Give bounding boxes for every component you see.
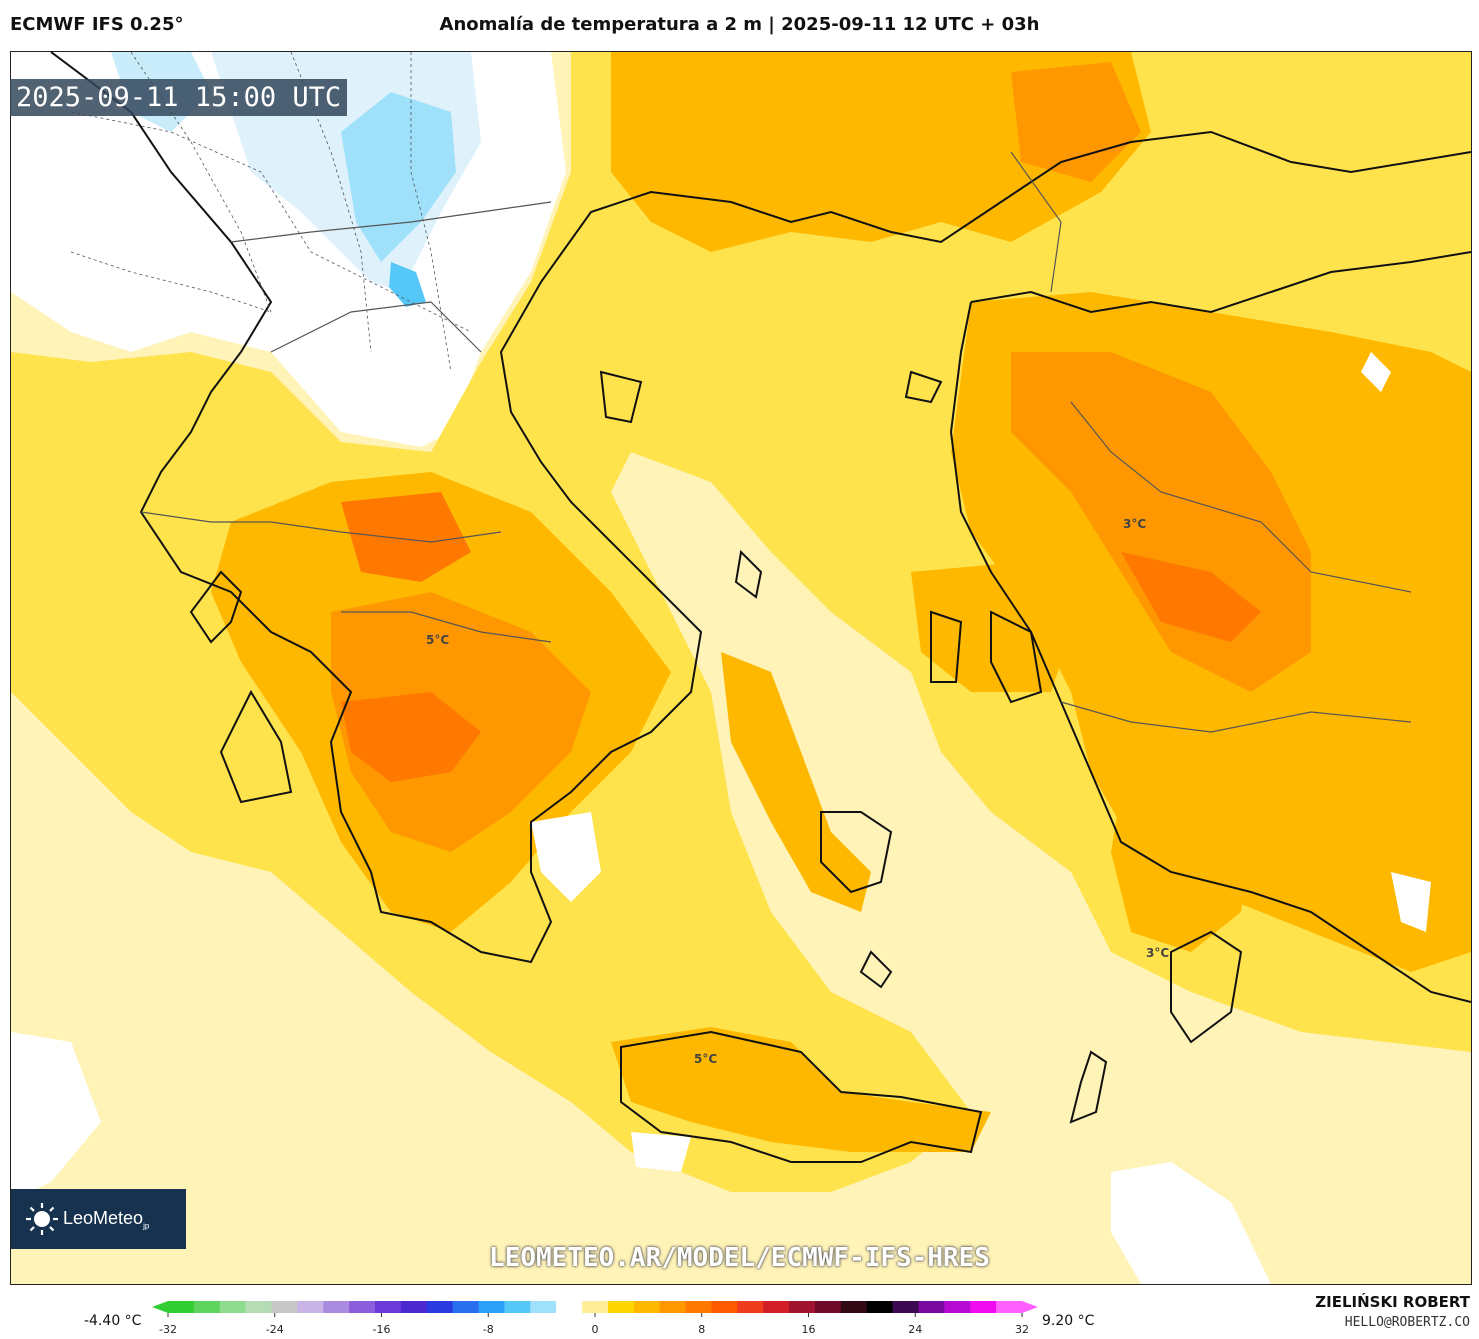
- colorbar-tick-label: 24: [908, 1323, 922, 1336]
- colorbar-cell: [763, 1301, 790, 1313]
- colorbar-cell: [452, 1301, 480, 1313]
- colorbar-cell: [685, 1301, 712, 1313]
- map-label: 5°C: [694, 1052, 717, 1066]
- colorbar-cell: [375, 1301, 402, 1313]
- colorbar-tick-label: 32: [1015, 1323, 1029, 1336]
- colorbar-cell: [607, 1301, 635, 1313]
- zone-red-1: [341, 692, 481, 782]
- colorbar-min-label: -4.40 °C: [84, 1313, 142, 1329]
- colorbar-tick-label: -16: [373, 1323, 391, 1336]
- zone-orange-north-deep: [1011, 62, 1141, 182]
- colorbar-cell: [659, 1301, 687, 1313]
- colorbar-cell: [504, 1301, 531, 1313]
- watermark-url: LEOMETEO.AR/MODEL/ECMWF-IFS-HRES: [489, 1243, 990, 1273]
- colorbar-cell: [168, 1301, 195, 1313]
- zone-white-south: [11, 1032, 101, 1202]
- anomaly-map: 5°C 3°C 5°C 3°C: [11, 52, 1471, 1284]
- logo-text: LeoMeteojp: [63, 1207, 150, 1231]
- map-label: 3°C: [1123, 517, 1146, 531]
- model-name: ECMWF IFS 0.25°: [10, 14, 184, 35]
- colorbar-cell: [245, 1301, 273, 1313]
- colorbar-cell: [478, 1301, 505, 1313]
- colorbar-tick-label: 0: [592, 1323, 599, 1336]
- colorbar-cell: [840, 1301, 868, 1313]
- author-email[interactable]: HELLO@ROBERTZ.CO: [1344, 1315, 1470, 1330]
- map-label: 3°C: [1146, 946, 1169, 960]
- sun-icon: [25, 1202, 59, 1236]
- coastlines: [50, 52, 1471, 1163]
- colorbar-tick-label: -32: [159, 1323, 177, 1336]
- colorbar-cell: [970, 1301, 997, 1313]
- colorbar-cell: [193, 1301, 221, 1313]
- leometeo-logo: LeoMeteojp: [11, 1189, 186, 1249]
- zone-white-se: [1111, 1162, 1271, 1284]
- colorbar-tick-label: 8: [698, 1323, 705, 1336]
- colorbar-cell: [866, 1301, 894, 1313]
- zone-orange-evia: [721, 652, 871, 912]
- author-name: ZIELIŃSKI ROBERT: [1315, 1293, 1470, 1311]
- colorbar-cell: [633, 1301, 661, 1313]
- borders: [140, 151, 1412, 733]
- zone-white-spot-4: [1391, 872, 1431, 932]
- colorbar-cell: [556, 1301, 583, 1313]
- zone-blue-1: [341, 92, 456, 262]
- map-title: Anomalía de temperatura a 2 m | 2025-09-…: [439, 14, 1040, 35]
- zone-orange-rhodes: [1111, 792, 1251, 952]
- colorbar-cell: [789, 1301, 816, 1313]
- colorbar-cell: [737, 1301, 764, 1313]
- zone-red-2: [341, 492, 471, 582]
- colorbar-tick-label: -8: [483, 1323, 494, 1336]
- zone-orange-crete: [611, 1027, 991, 1152]
- colorbar-cell: [582, 1301, 609, 1313]
- colorbar-cell: [530, 1301, 557, 1313]
- map-label: 5°C: [426, 633, 449, 647]
- colorbar-arrow-right: [1022, 1301, 1038, 1313]
- colorbar-cell: [349, 1301, 376, 1313]
- colorbar-cell: [892, 1301, 919, 1313]
- colorbar-arrow-left: [152, 1301, 168, 1313]
- colorbar-cell: [400, 1301, 428, 1313]
- zone-yellow-south: [11, 692, 711, 1284]
- colorbar-cell: [297, 1301, 324, 1313]
- colorbar-cell: [944, 1301, 971, 1313]
- valid-time-badge: 2025-09-11 15:00 UTC: [10, 79, 348, 116]
- colorbar-cell: [814, 1301, 842, 1313]
- zone-white-spot-3: [1361, 352, 1391, 392]
- colorbar-cell: [219, 1301, 247, 1313]
- colorbar-cell: [711, 1301, 738, 1313]
- colorbar-max-label: 9.20 °C: [1042, 1313, 1095, 1329]
- colorbar: -32 -24 -16 -8 0 8 16 24 32: [152, 1301, 1038, 1336]
- colorbar-cell: [918, 1301, 945, 1313]
- zone-white-spot-1: [531, 812, 601, 902]
- colorbar-cell: [271, 1301, 298, 1313]
- colorbar-cell: [323, 1301, 350, 1313]
- colorbar-cell: [996, 1301, 1023, 1313]
- colorbar-tick-label: 16: [802, 1323, 816, 1336]
- zone-white-spot-2: [631, 1132, 691, 1172]
- colorbar-cell: [426, 1301, 454, 1313]
- colorbar-tick-label: -24: [266, 1323, 284, 1336]
- map-area[interactable]: 5°C 3°C 5°C 3°C: [10, 51, 1472, 1285]
- zone-red-east: [1121, 552, 1261, 642]
